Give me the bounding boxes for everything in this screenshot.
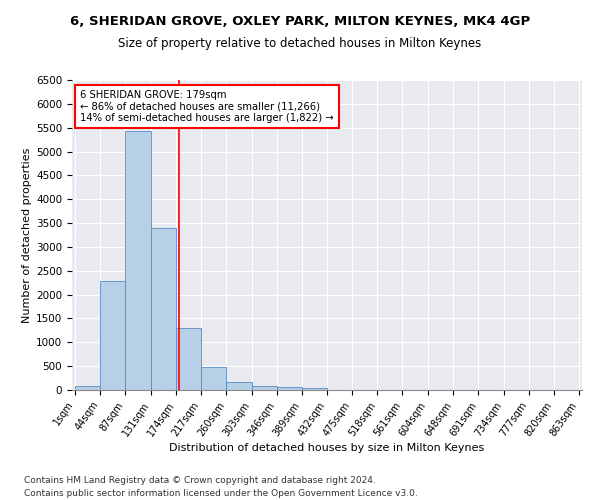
Bar — [176, 328, 201, 390]
Text: Size of property relative to detached houses in Milton Keynes: Size of property relative to detached ho… — [118, 38, 482, 51]
Bar — [201, 367, 226, 390]
Bar — [75, 386, 100, 390]
Y-axis label: Number of detached properties: Number of detached properties — [22, 148, 32, 322]
Text: Contains HM Land Registry data © Crown copyright and database right 2024.: Contains HM Land Registry data © Crown c… — [24, 476, 376, 485]
Text: 6 SHERIDAN GROVE: 179sqm
← 86% of detached houses are smaller (11,266)
14% of se: 6 SHERIDAN GROVE: 179sqm ← 86% of detach… — [80, 90, 334, 122]
Text: 6, SHERIDAN GROVE, OXLEY PARK, MILTON KEYNES, MK4 4GP: 6, SHERIDAN GROVE, OXLEY PARK, MILTON KE… — [70, 15, 530, 28]
Bar — [226, 382, 251, 390]
Text: Contains public sector information licensed under the Open Government Licence v3: Contains public sector information licen… — [24, 488, 418, 498]
Bar — [125, 131, 151, 390]
Bar — [100, 282, 125, 390]
Bar — [151, 228, 176, 390]
Bar — [251, 386, 277, 390]
Bar — [302, 388, 327, 390]
Bar — [277, 387, 302, 390]
X-axis label: Distribution of detached houses by size in Milton Keynes: Distribution of detached houses by size … — [169, 444, 485, 454]
